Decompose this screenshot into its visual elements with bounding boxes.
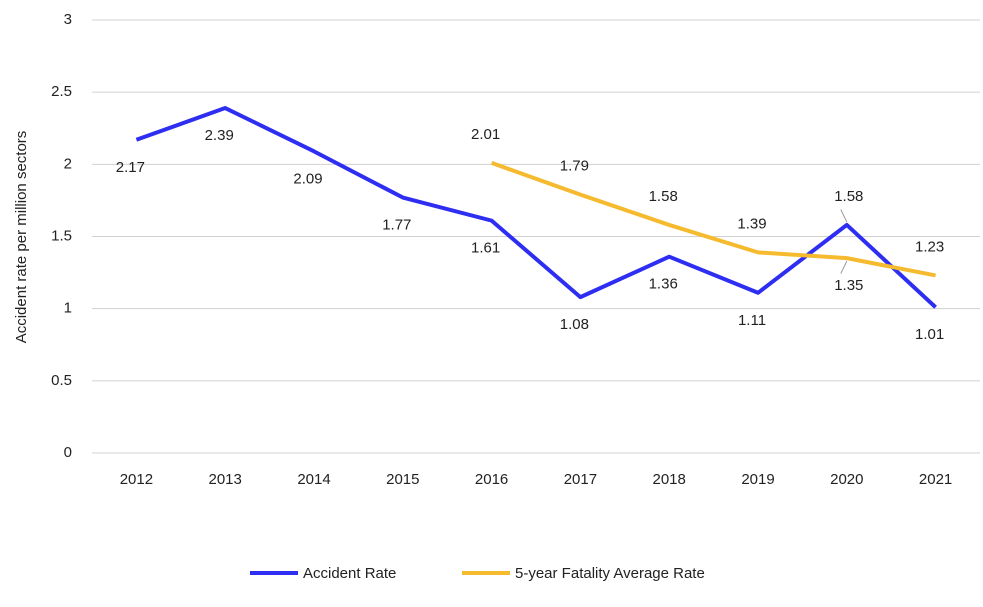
x-tick-label: 2020 — [830, 471, 863, 488]
data-label: 1.11 — [738, 312, 766, 329]
series-line — [135, 106, 937, 309]
data-label: 1.35 — [834, 277, 863, 294]
y-tick-label: 2 — [64, 155, 72, 172]
x-tick-label: 2015 — [386, 471, 419, 488]
data-label: 2.39 — [205, 127, 234, 144]
y-tick-label: 1.5 — [51, 227, 72, 244]
y-tick-label: 0 — [64, 444, 72, 461]
y-axis-label: Accident rate per million sectors — [13, 131, 30, 344]
data-label: 2.17 — [116, 159, 145, 176]
y-tick-label: 3 — [64, 11, 72, 28]
y-tick-label: 0.5 — [51, 372, 72, 389]
y-tick-label: 1 — [64, 300, 72, 317]
data-label: 1.58 — [649, 188, 678, 205]
x-tick-label: 2016 — [475, 471, 508, 488]
data-label: 1.36 — [649, 276, 678, 293]
data-label: 1.61 — [471, 240, 500, 257]
data-label: 1.77 — [382, 216, 411, 233]
data-label: 1.79 — [560, 158, 589, 175]
x-tick-label: 2021 — [919, 471, 952, 488]
legend-label: Accident Rate — [303, 565, 396, 582]
data-label: 1.23 — [915, 238, 944, 255]
x-tick-label: 2013 — [209, 471, 242, 488]
x-tick-label: 2019 — [741, 471, 774, 488]
legend-label: 5-year Fatality Average Rate — [515, 565, 705, 582]
leader-line — [840, 209, 848, 223]
series-line — [490, 161, 936, 278]
x-tick-label: 2017 — [564, 471, 597, 488]
x-tick-label: 2014 — [297, 471, 330, 488]
data-label: 2.09 — [293, 170, 322, 187]
data-label: 1.08 — [560, 316, 589, 333]
data-label: 2.01 — [471, 126, 500, 143]
y-tick-label: 2.5 — [51, 83, 72, 100]
x-tick-label: 2018 — [653, 471, 686, 488]
x-tick-label: 2012 — [120, 471, 153, 488]
leader-line — [840, 260, 848, 274]
data-label: 1.58 — [834, 188, 863, 205]
data-label: 1.39 — [737, 215, 766, 232]
data-label: 1.01 — [915, 326, 944, 343]
